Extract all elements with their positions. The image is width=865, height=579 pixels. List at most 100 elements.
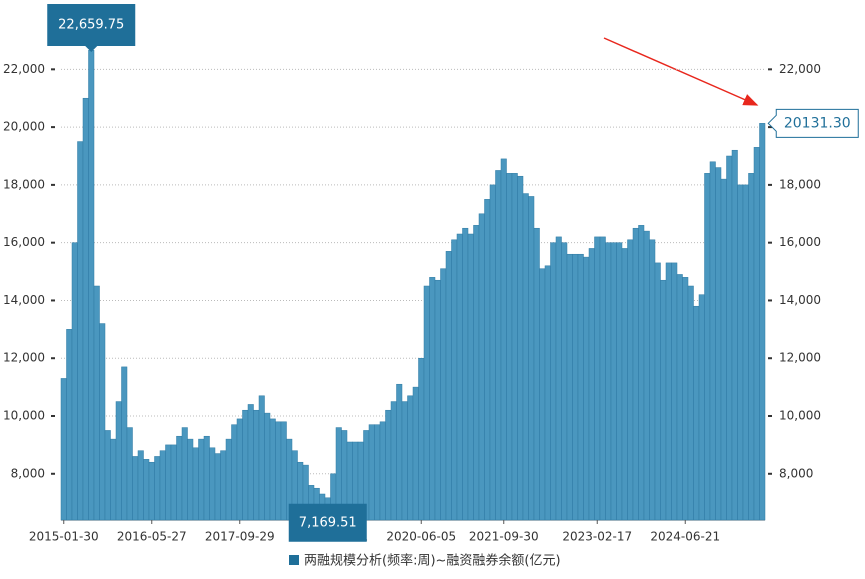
x-tick-label: 2023-02-17 [562,530,632,544]
bar [401,401,408,521]
bar [253,409,260,521]
x-tick-label: 2015-01-30 [29,530,99,544]
bar [148,461,155,521]
bar [82,97,89,521]
bar [451,239,458,521]
bar [715,167,722,521]
bar [132,456,139,521]
bar [368,424,375,521]
arrow [603,37,759,106]
value-label: 7,169.51 [299,515,357,530]
x-tick-label: 2016-05-27 [117,530,187,544]
bar [429,277,436,521]
bar [445,251,452,521]
x-tick-label: 2017-09-29 [205,530,275,544]
bar [269,418,276,521]
bar [66,329,73,521]
y-tick-label: 16,000 [3,235,45,249]
bar [555,236,562,521]
bar [753,147,760,521]
bar [566,253,573,521]
bar [748,173,755,521]
legend-swatch [289,555,299,565]
bar [671,262,678,521]
bar [682,277,689,521]
bar [423,285,430,521]
y2-tick-label: 8,000 [779,466,813,480]
legend-label: 两融规模分析(频率:周)~融资融券余额(亿元) [304,553,561,569]
label-box [47,4,136,52]
bar [550,242,557,521]
bar [258,395,265,521]
bar [693,305,700,521]
bar [456,233,463,521]
bar [379,421,386,521]
bar [412,386,419,521]
bar [275,421,282,521]
y-tick-label: 18,000 [3,177,45,191]
value-label: 22,659.75 [58,18,124,33]
bar [632,227,639,521]
y-tick-label: 22,000 [3,62,45,76]
bar [462,227,469,521]
bar [126,427,133,521]
bar [170,444,177,521]
bar [374,424,381,521]
bar [500,158,507,521]
bar [88,50,95,521]
bar [198,438,205,521]
bar [385,409,392,521]
bar [495,170,502,521]
bar [737,184,744,521]
bar [704,173,711,521]
bar [594,236,601,521]
bar [110,438,117,521]
bar [660,279,667,521]
bar [220,450,227,521]
bar [731,149,738,521]
bar [99,323,106,521]
bar [517,175,524,521]
bar [726,155,733,521]
bar [478,213,485,521]
bar [649,239,656,521]
bar [687,285,694,521]
y-tick-label: 8,000 [11,466,45,480]
bar [528,196,535,521]
value-label: 20131.30 [784,115,851,131]
bar [759,123,766,521]
bar [225,438,232,521]
y2-tick-label: 12,000 [779,351,821,365]
bar [539,268,546,521]
bar [187,438,194,521]
bar [506,173,513,521]
bar [396,383,403,521]
bar [407,395,414,521]
bar [159,450,166,521]
y-tick-label: 20,000 [3,120,45,134]
bar [467,233,474,521]
bar [610,242,617,521]
bar [165,444,172,521]
bar [643,230,650,521]
bar [93,285,100,521]
bar [572,253,579,521]
bar [511,173,518,521]
bar [209,447,216,521]
bar [665,262,672,521]
x-tick-label: 2024-06-21 [650,530,720,544]
bar [137,450,144,521]
bar [616,242,623,521]
bar [115,401,122,521]
y2-tick-label: 14,000 [779,293,821,307]
x-tick-label: 2020-06-05 [386,530,456,544]
bar [654,262,661,521]
bar [236,418,243,521]
y2-tick-label: 22,000 [779,62,821,76]
y-tick-label: 10,000 [3,409,45,423]
bar [627,239,634,521]
bar [418,357,425,521]
bar [77,141,84,521]
bar [71,242,78,521]
